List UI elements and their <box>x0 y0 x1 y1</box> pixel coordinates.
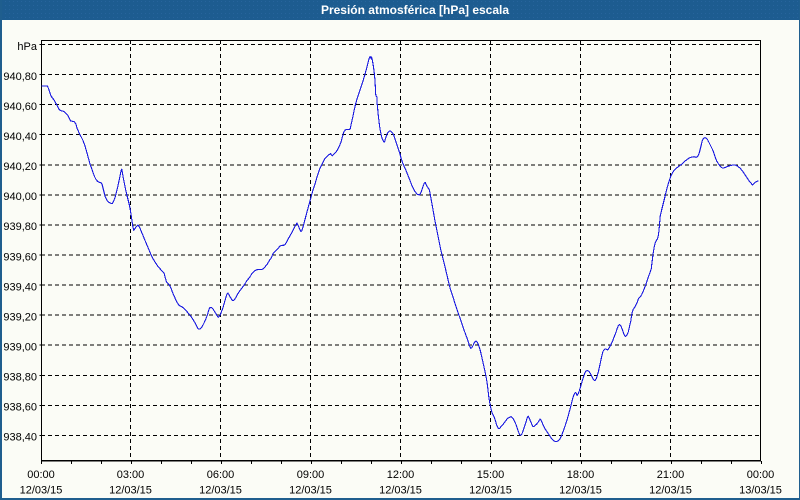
svg-text:940,80: 940,80 <box>3 71 37 83</box>
svg-text:12/03/15: 12/03/15 <box>20 485 63 497</box>
svg-text:15:00: 15:00 <box>477 469 505 481</box>
svg-text:939,60: 939,60 <box>3 251 37 263</box>
svg-text:12/03/15: 12/03/15 <box>199 485 242 497</box>
svg-text:03:00: 03:00 <box>117 469 145 481</box>
svg-text:939,00: 939,00 <box>3 342 37 354</box>
svg-text:940,60: 940,60 <box>3 101 37 113</box>
svg-text:06:00: 06:00 <box>207 469 235 481</box>
svg-text:12/03/15: 12/03/15 <box>559 485 602 497</box>
svg-text:938,80: 938,80 <box>3 372 37 384</box>
svg-text:12/03/15: 12/03/15 <box>469 485 512 497</box>
svg-text:hPa: hPa <box>17 41 37 53</box>
svg-text:12:00: 12:00 <box>387 469 415 481</box>
svg-text:21:00: 21:00 <box>657 469 685 481</box>
svg-text:13/03/15: 13/03/15 <box>739 485 782 497</box>
svg-text:12/03/15: 12/03/15 <box>109 485 152 497</box>
svg-text:09:00: 09:00 <box>297 469 325 481</box>
svg-text:00:00: 00:00 <box>27 469 55 481</box>
svg-text:938,60: 938,60 <box>3 402 37 414</box>
svg-text:12/03/15: 12/03/15 <box>649 485 692 497</box>
svg-text:940,00: 940,00 <box>3 191 37 203</box>
svg-text:940,20: 940,20 <box>3 161 37 173</box>
svg-text:18:00: 18:00 <box>567 469 595 481</box>
svg-text:939,80: 939,80 <box>3 221 37 233</box>
svg-text:12/03/15: 12/03/15 <box>289 485 332 497</box>
svg-text:12/03/15: 12/03/15 <box>379 485 422 497</box>
svg-text:938,40: 938,40 <box>3 432 37 444</box>
svg-text:939,40: 939,40 <box>3 281 37 293</box>
svg-text:940,40: 940,40 <box>3 131 37 143</box>
svg-text:00:00: 00:00 <box>747 469 775 481</box>
svg-text:939,20: 939,20 <box>3 311 37 323</box>
